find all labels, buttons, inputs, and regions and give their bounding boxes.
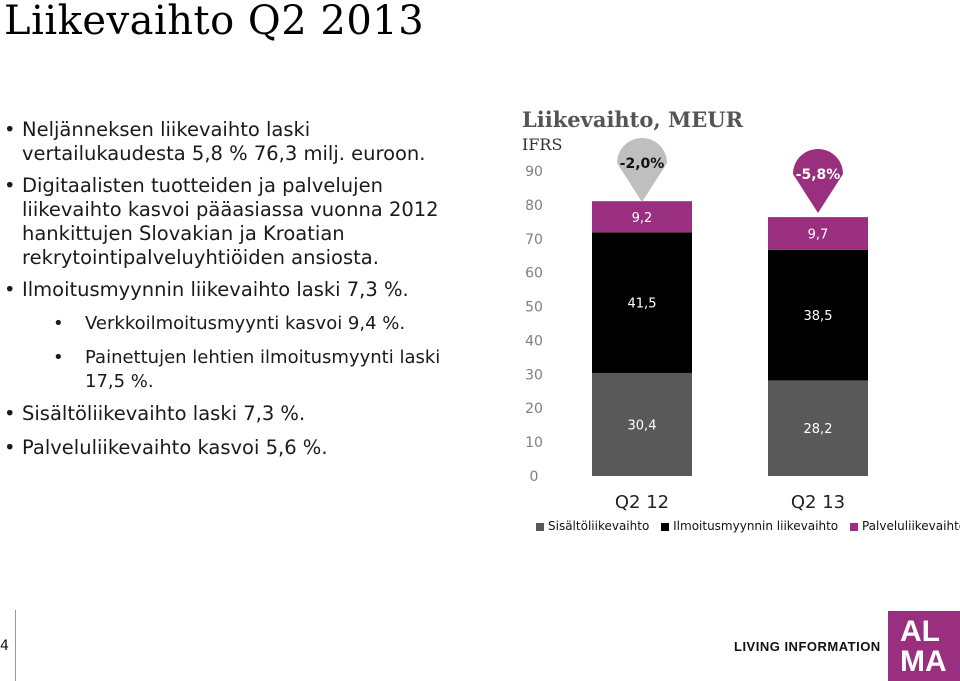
legend-label: Sisältöliikevaihto xyxy=(548,519,650,533)
change-label: -2,0% xyxy=(620,156,665,172)
page-number: 4 xyxy=(0,638,9,654)
data-label: 38,5 xyxy=(804,309,833,324)
data-label: 28,2 xyxy=(804,422,833,437)
legend-swatch xyxy=(661,522,670,531)
brand-tagline: LIVING INFORMATION xyxy=(734,639,881,654)
y-tick-label: 10 xyxy=(525,435,543,451)
bullet-list: Neljänneksen liikevaihto laski vertailuk… xyxy=(0,118,470,460)
legend-swatch xyxy=(849,522,858,531)
chart-title: Liikevaihto, MEUR xyxy=(522,107,744,132)
bullet-item: Neljänneksen liikevaihto laski vertailuk… xyxy=(0,118,470,166)
bar-segment xyxy=(592,201,692,233)
bar-segment xyxy=(592,372,692,476)
data-label: 30,4 xyxy=(628,418,657,433)
y-tick-label: 90 xyxy=(525,164,543,180)
bullet-item: Digitaalisten tuotteiden ja palvelujen l… xyxy=(0,174,470,270)
sub-bullet-item: Verkkoilmoitusmyynti kasvoi 9,4 %. xyxy=(0,312,470,336)
logo-line-1: AL xyxy=(900,615,940,648)
legend-label: Palveluliikevaihto xyxy=(861,519,960,533)
bullet-item: Ilmoitusmyynnin liikevaihto laski 7,3 %. xyxy=(0,278,470,302)
footer-divider xyxy=(15,610,16,681)
y-tick-label: 0 xyxy=(530,469,539,485)
y-tick-label: 20 xyxy=(525,401,543,417)
legend-item-advertising: Ilmoitusmyynnin liikevaihto xyxy=(661,519,838,533)
bar-segment xyxy=(768,249,868,381)
x-tick-label: Q2 12 xyxy=(615,492,669,513)
logo-line-2: MA xyxy=(900,645,947,678)
data-label: 9,2 xyxy=(632,211,653,226)
bar-segment xyxy=(592,232,692,373)
legend-label: Ilmoitusmyynnin liikevaihto xyxy=(673,519,839,533)
change-label: -5,8% xyxy=(796,167,841,183)
y-tick-label: 40 xyxy=(525,333,543,349)
chart-subtitle: IFRS xyxy=(522,135,563,154)
page-title: Liikevaihto Q2 2013 xyxy=(4,0,425,44)
legend-swatch xyxy=(536,522,544,531)
sub-bullet-item: Painettujen lehtien ilmoitusmyynti laski… xyxy=(0,346,470,394)
alma-logo: AL MA xyxy=(888,611,960,681)
bullet-item: Palveluliikevaihto kasvoi 5,6 %. xyxy=(0,436,470,460)
data-label: 9,7 xyxy=(808,228,829,243)
y-tick-label: 50 xyxy=(525,300,543,316)
change-badge xyxy=(617,138,667,202)
y-tick-label: 70 xyxy=(525,232,543,248)
x-tick-label: Q2 13 xyxy=(791,492,845,513)
y-tick-label: 80 xyxy=(525,198,543,214)
y-tick-label: 30 xyxy=(525,367,543,383)
data-label: 41,5 xyxy=(628,297,657,312)
chart-legend: Sisältöliikevaihto Ilmoitusmyynnin liike… xyxy=(536,519,960,533)
legend-item-services: Palveluliikevaihto xyxy=(849,519,960,533)
legend-item-content: Sisältöliikevaihto xyxy=(536,519,649,533)
bullet-item: Sisältöliikevaihto laski 7,3 %. xyxy=(0,402,470,426)
bar-segment xyxy=(768,380,868,476)
y-tick-label: 60 xyxy=(525,266,543,282)
bar-segment xyxy=(768,217,868,250)
change-badge xyxy=(792,148,844,213)
